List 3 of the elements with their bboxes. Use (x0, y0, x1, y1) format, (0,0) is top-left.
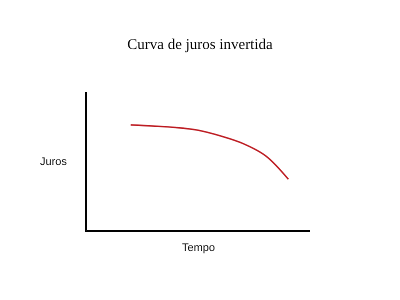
y-axis-title: Juros (40, 156, 68, 168)
x-axis-title: Tempo (182, 242, 216, 254)
chart-title: Curva de juros invertida (127, 36, 274, 53)
